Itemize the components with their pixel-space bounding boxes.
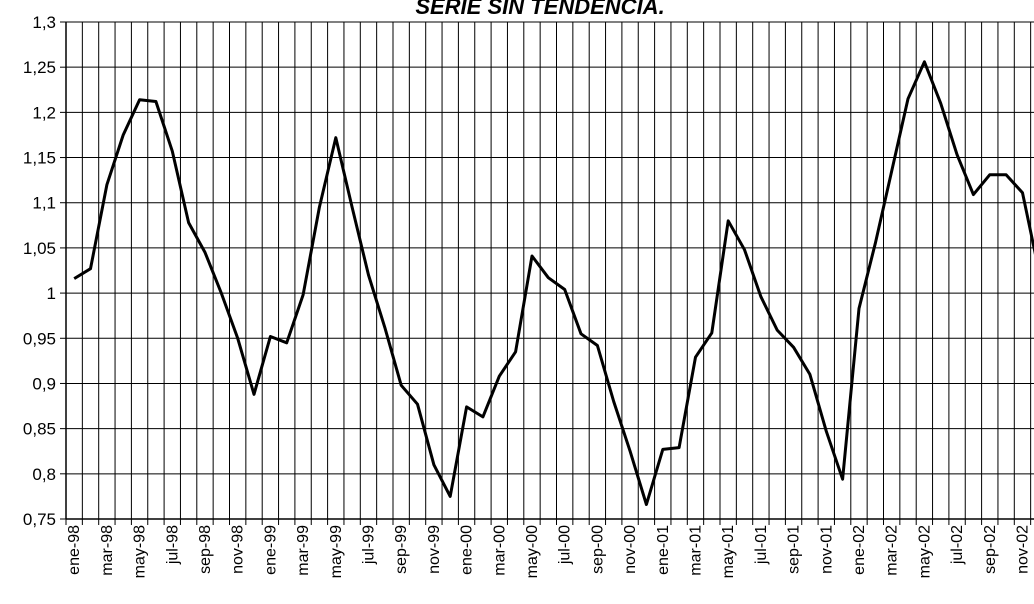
y-tick-label: 0,85 bbox=[23, 420, 56, 439]
y-tick-label: 1,25 bbox=[23, 58, 56, 77]
x-tick-label: nov-01 bbox=[818, 525, 835, 574]
x-tick-label: sep-01 bbox=[786, 525, 803, 574]
series-group bbox=[73, 60, 1034, 506]
x-tick-label: mar-01 bbox=[687, 525, 704, 576]
chart-title: SERIE SIN TENDENCIA. bbox=[415, 0, 664, 19]
x-tick-label: may-01 bbox=[720, 525, 737, 578]
series-line bbox=[73, 60, 1034, 506]
x-tick-label: mar-00 bbox=[491, 525, 508, 576]
x-tick-label: ene-98 bbox=[66, 525, 83, 575]
x-tick-label: jul-00 bbox=[557, 525, 574, 565]
x-tick-label: may-99 bbox=[328, 525, 345, 578]
y-axis-ticks: 0,75 0,8 0,85 0,9 0,95 1 1,05 1,1 1,15 1,2 1,25 1,3 bbox=[23, 13, 66, 529]
x-axis-ticks: ene-98 mar-98 may-98 jul-98 sep-98 nov-98 ene-… bbox=[65, 519, 1031, 578]
y-tick-label: 0,8 bbox=[32, 465, 56, 484]
y-tick-label: 1,1 bbox=[32, 194, 56, 213]
y-tick-label: 1,05 bbox=[23, 239, 56, 258]
y-tick-label: 0,9 bbox=[32, 374, 56, 393]
axes bbox=[65, 22, 1034, 520]
x-tick-label: nov-02 bbox=[1014, 525, 1031, 574]
x-tick-label: ene-01 bbox=[655, 525, 672, 575]
x-tick-label: may-98 bbox=[132, 525, 149, 578]
x-tick-label: jul-01 bbox=[753, 525, 770, 565]
x-tick-label: may-02 bbox=[916, 525, 933, 578]
x-tick-label: ene-99 bbox=[262, 525, 279, 575]
y-tick-label: 1,2 bbox=[32, 103, 56, 122]
y-tick-label: 0,75 bbox=[23, 510, 56, 529]
x-tick-label: jul-02 bbox=[949, 525, 966, 565]
x-tick-label: nov-98 bbox=[230, 525, 247, 574]
x-tick-label: sep-99 bbox=[393, 525, 410, 574]
x-tick-label: sep-98 bbox=[197, 525, 214, 574]
y-tick-label: 0,95 bbox=[23, 329, 56, 348]
x-tick-label: sep-00 bbox=[589, 525, 606, 574]
y-tick-label: 1,15 bbox=[23, 149, 56, 168]
x-tick-label: mar-98 bbox=[99, 525, 116, 576]
x-tick-label: sep-02 bbox=[982, 525, 999, 574]
y-tick-label: 1,3 bbox=[32, 13, 56, 32]
x-tick-label: jul-98 bbox=[164, 525, 181, 565]
x-tick-label: jul-99 bbox=[360, 525, 377, 565]
x-tick-label: may-00 bbox=[524, 525, 541, 578]
x-tick-label: mar-02 bbox=[884, 525, 901, 576]
x-tick-label: nov-00 bbox=[622, 525, 639, 574]
x-tick-label: ene-00 bbox=[459, 525, 476, 575]
x-tick-label: ene-02 bbox=[851, 525, 868, 575]
x-tick-label: mar-99 bbox=[295, 525, 312, 576]
x-tick-label: nov-99 bbox=[426, 525, 443, 574]
y-tick-label: 1 bbox=[47, 284, 56, 303]
